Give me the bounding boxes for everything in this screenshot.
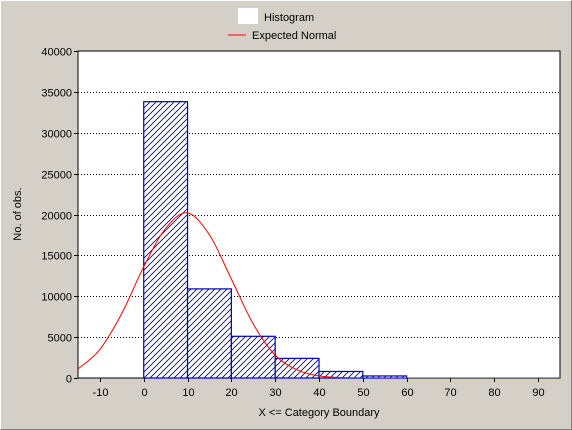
y-tick-label: 40000 — [41, 47, 72, 59]
y-tick-label: 5000 — [48, 333, 72, 345]
x-tick-label: 0 — [141, 387, 147, 399]
histogram-bar — [230, 335, 276, 379]
y-tick-label: 30000 — [41, 129, 72, 141]
axes: 0 5000 10000 15000 20000 25000 30000 35000 40000… — [41, 47, 544, 400]
x-tick-label: 10 — [182, 387, 194, 399]
x-axis-title: X <= Category Boundary — [258, 407, 380, 419]
y-axis-title: No. of obs. — [12, 187, 24, 240]
y-tick-label: 35000 — [41, 88, 72, 100]
x-tick-label: 40 — [313, 387, 325, 399]
legend-expected-normal-label: Expected Normal — [252, 30, 336, 42]
y-tick-label: 10000 — [41, 292, 72, 304]
y-tick-label: 25000 — [41, 170, 72, 182]
histogram-bar — [143, 101, 189, 379]
y-tick-label: 15000 — [41, 251, 72, 263]
x-tick-label: 60 — [401, 387, 413, 399]
legend-histogram-label: Histogram — [264, 12, 314, 24]
y-tick-label: 0 — [66, 374, 72, 386]
y-tick-label: 20000 — [41, 211, 72, 223]
legend: Histogram Expected Normal — [228, 8, 336, 42]
x-tick-label: 90 — [532, 387, 544, 399]
x-tick-label: 80 — [488, 387, 500, 399]
histogram-bar — [186, 288, 232, 379]
x-tick-label: 50 — [357, 387, 369, 399]
x-tick-label: 20 — [225, 387, 237, 399]
x-tick-label: -10 — [93, 387, 109, 399]
gridlines — [78, 92, 560, 338]
x-tick-label: 70 — [444, 387, 456, 399]
x-tick-label: 30 — [269, 387, 281, 399]
histogram-bars — [143, 101, 408, 379]
expected-normal-curve — [78, 212, 560, 378]
legend-histogram-swatch — [238, 8, 258, 24]
expected-normal-curve-layer — [78, 212, 560, 378]
